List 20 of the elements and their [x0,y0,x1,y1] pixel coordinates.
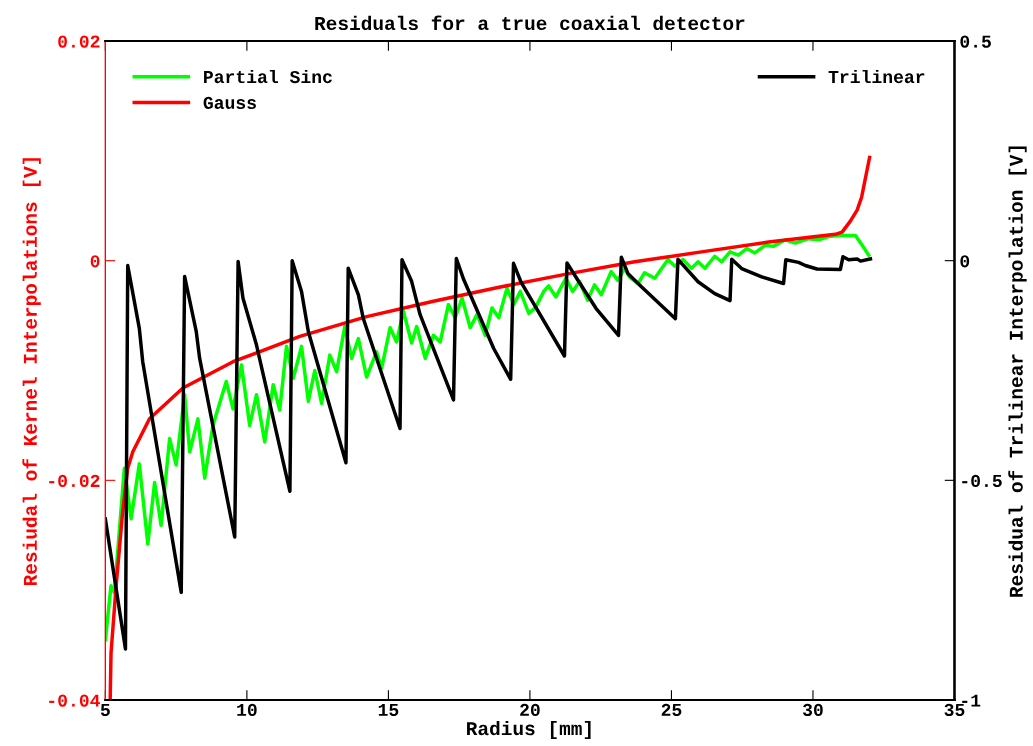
y-tick-label: 0 [90,255,100,268]
y-tick-label: 0.02 [58,35,100,48]
legend-label: Partial Sinc [204,69,332,84]
legend-label: Gauss [203,96,256,110]
x-tick-label: 5 [100,703,110,717]
y-tick-label: -0.02 [49,474,100,488]
y-tick-label: -0.04 [49,694,100,707]
x-axis-title: Radius [mm] [467,721,591,740]
y2-tick-label: 0 [960,255,970,268]
x-tick-label: 20 [520,703,540,717]
chart-title: Residuals for a true coaxial detector [315,15,745,31]
y-axis-title: Resiudal of Kernel Interpolations [V] [22,158,41,586]
y2-axis-title: Residual of Trilinear Interpolation [V] [1008,146,1027,597]
y2-tick-label: -0.5 [962,474,1002,488]
x-tick-label: 10 [237,703,257,717]
x-tick-label: 15 [378,703,399,717]
y2-tick-label: 0.5 [960,35,991,48]
x-tick-label: 30 [802,703,823,717]
x-tick-label: 25 [661,703,682,717]
legend-label: Trilinear [828,69,925,84]
